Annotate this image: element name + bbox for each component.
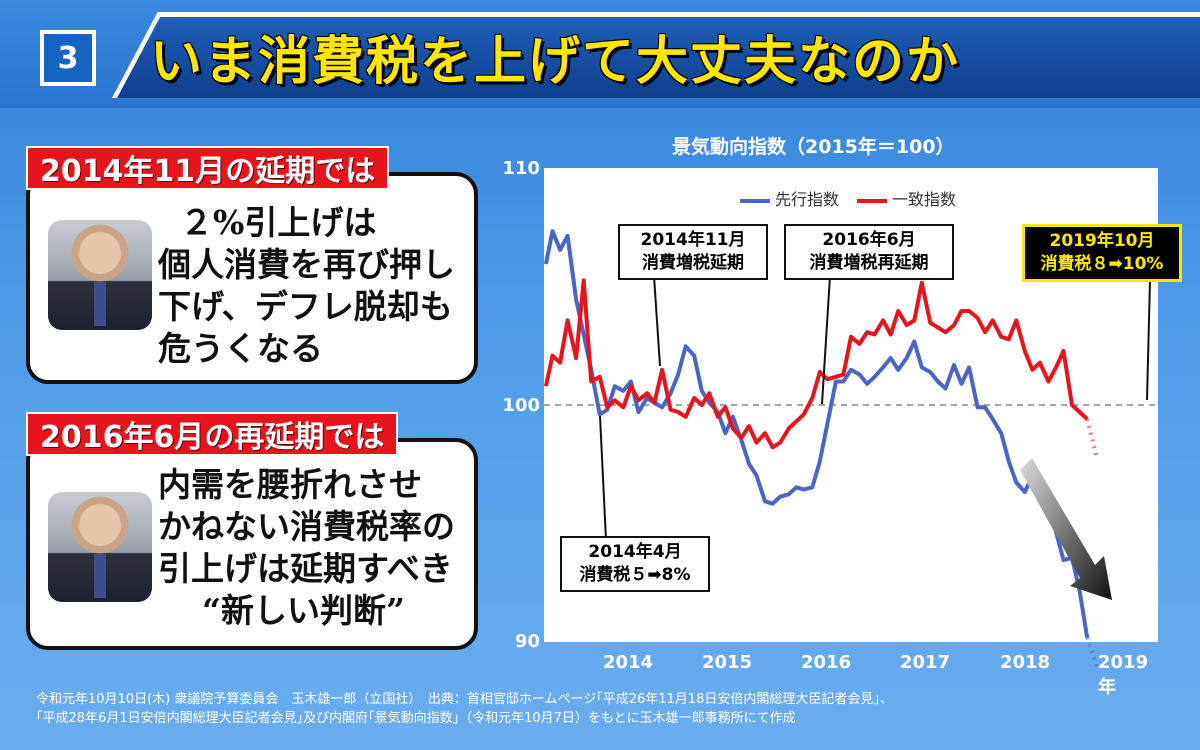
y-tick-100: 100 <box>502 395 540 416</box>
series-coincident-projection <box>1085 418 1099 458</box>
x-tick-2019: 2019年 <box>1098 652 1149 698</box>
series-coincident-line <box>543 278 1089 450</box>
slide-number: 3 <box>40 30 96 86</box>
x-tick-2014: 2014 <box>602 652 654 673</box>
annotation-2014-11: 2014年11月 消費増税延期 <box>618 224 768 280</box>
quote-text-2014: ２%引上げは 個人消費を再び押し 下げ、デフレ脱却も 危うくなる <box>158 203 455 368</box>
source-note: 令和元年10月10日(木) 衆議院予算委員会 玉木雄一郎（立国社） 出典：首相官… <box>36 692 893 726</box>
page-title: いま消費税を上げて大丈夫なのか <box>150 31 961 92</box>
chart-title: 景気動向指数（2015年＝100） <box>672 136 955 158</box>
series-leading-projection <box>1085 637 1099 667</box>
quote-text-2016: 内需を腰折れさせ かねない消費税率の 引上げは延期すべき “新しい判断” <box>158 465 455 630</box>
tag-2016: 2016年6月の再延期では <box>26 412 399 456</box>
x-tick-2017: 2017 <box>899 652 951 673</box>
quote-panel-2016: 内需を腰折れさせ かねない消費税率の 引上げは延期すべき “新しい判断” <box>26 438 478 650</box>
header: 3 いま消費税を上げて大丈夫なのか <box>0 0 1200 108</box>
x-tick-2018: 2018 <box>999 652 1051 673</box>
y-tick-110: 110 <box>502 158 540 179</box>
legend-coincident: 一致指数 <box>857 186 956 210</box>
pointer-2016-6 <box>821 275 831 405</box>
trend-down-arrow-icon <box>1020 458 1112 600</box>
pointer-2014-4 <box>599 415 607 541</box>
x-tick-2016: 2016 <box>800 652 852 673</box>
annotation-2016-6: 2016年6月 消費増税再延期 <box>784 224 954 280</box>
x-tick-2015: 2015 <box>701 652 753 673</box>
y-tick-90: 90 <box>514 631 540 652</box>
pointer-2014-11 <box>653 275 661 367</box>
person-photo-icon <box>48 492 152 602</box>
person-photo-icon <box>48 220 152 330</box>
legend: 先行指数 一致指数 <box>740 186 956 210</box>
pointer-2019-10 <box>1146 279 1151 401</box>
quote-panel-2014: ２%引上げは 個人消費を再び押し 下げ、デフレ脱却も 危うくなる <box>26 172 478 384</box>
tag-2014: 2014年11月の延期では <box>26 146 390 190</box>
annotation-2014-4: 2014年4月 消費税５➡8% <box>560 536 710 592</box>
annotation-2019-10: 2019年10月 消費税８➡10% <box>1022 224 1182 282</box>
legend-leading: 先行指数 <box>740 186 839 210</box>
